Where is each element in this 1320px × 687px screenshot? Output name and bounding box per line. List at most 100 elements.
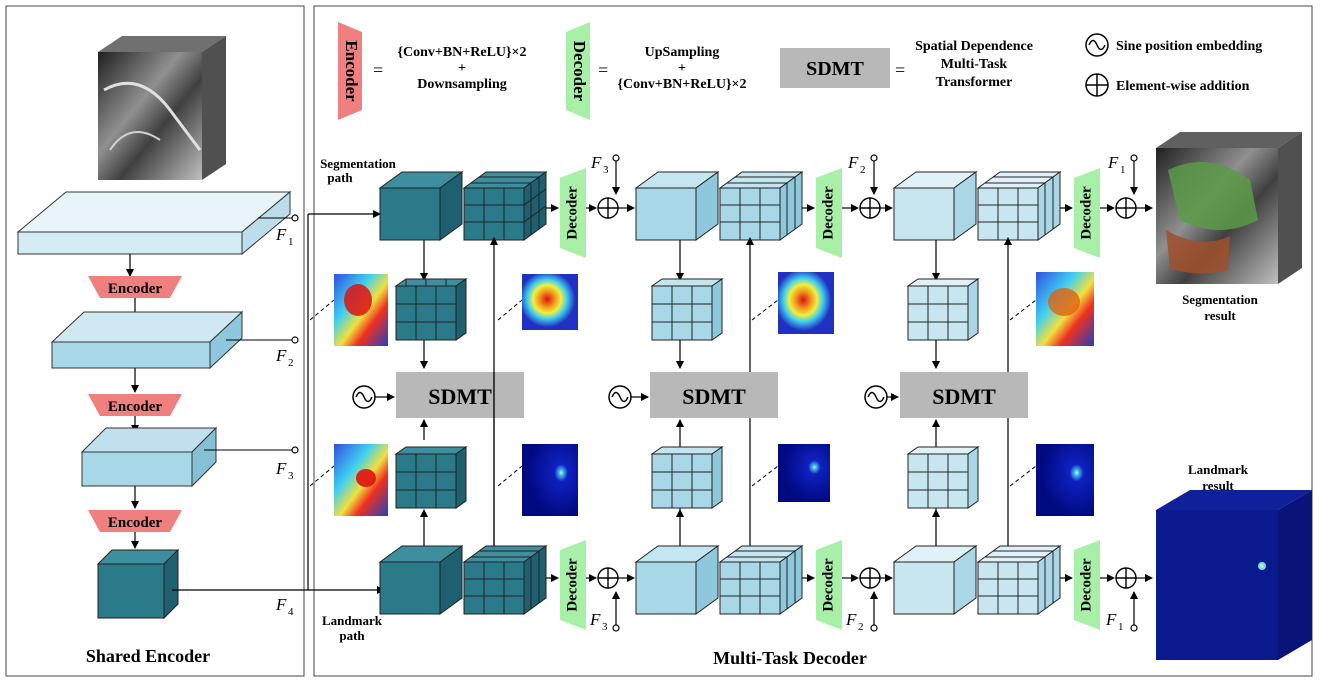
feature-F3: F — [275, 459, 287, 478]
sine-icon-stage-2 — [608, 385, 632, 409]
encoder-block-2-label: Encoder — [108, 399, 163, 415]
seg-path-label-1: Segmentation — [320, 156, 397, 171]
encoder-block-1-label: Encoder — [108, 281, 163, 297]
sine-icon — [1085, 33, 1109, 57]
lmk-result-label-1: Landmark — [1188, 462, 1249, 477]
lmk-path-label-1: Landmark — [322, 613, 383, 628]
seg-cube-stage-3 — [892, 171, 978, 241]
lmk-grid-cube-stage-3 — [976, 545, 1062, 615]
legend-sdmt-eq2: Multi-Task — [941, 57, 1008, 72]
decoder-block-bottom-2 — [816, 540, 842, 630]
small-cubes-bottom-stage-2 — [650, 446, 724, 509]
seg-grid-cube-stage-2 — [718, 171, 804, 241]
lmk-cube-stage-3 — [892, 545, 978, 615]
legend-sdmt-eq3: Transformer — [936, 75, 1013, 90]
top-F-1-sub: 3 — [603, 164, 609, 176]
small-cubes-bottom-stage-3 — [906, 446, 980, 509]
feature-F1: F — [275, 225, 287, 244]
sine-icon-stage-1 — [352, 385, 376, 409]
add-icon-bottom-1 — [597, 567, 619, 589]
decoder-block-top-1-label: Decoder — [564, 186, 580, 240]
sdmt-block-stage-1-label: SDMT — [428, 384, 492, 409]
seg-result-label-1: Segmentation — [1182, 292, 1259, 307]
heatmap-lmk-stage-3 — [1036, 444, 1094, 516]
top-F-2-sub: 2 — [860, 164, 866, 176]
top-F-3: F — [1107, 153, 1119, 172]
multi-task-decoder-title: Multi-Task Decoder — [713, 648, 867, 668]
seg-cube-stage-2 — [634, 171, 720, 241]
seg-cube-stage-1 — [378, 171, 464, 241]
decoder-block-bottom-1-label: Decoder — [564, 558, 580, 612]
encoder-cube-4 — [96, 548, 180, 620]
bottom-F-3-sub: 1 — [1118, 621, 1124, 633]
add-icon-top-3 — [1115, 197, 1137, 219]
shared-encoder-title: Shared Encoder — [86, 646, 210, 666]
feature-F2-sub: 2 — [288, 357, 294, 369]
legend-sdmt-block — [780, 48, 890, 88]
top-F-1: F — [590, 153, 602, 172]
legend-encoder-eq1: {Conv+BN+ReLU}×2 — [397, 45, 526, 60]
legend-add-label: Element-wise addition — [1116, 79, 1250, 94]
sine-icon-stage-3 — [864, 385, 888, 409]
decoder-block-top-2 — [816, 168, 842, 258]
add-icon-bottom-3 — [1115, 567, 1137, 589]
decoder-block-bottom-2-label: Decoder — [820, 558, 836, 612]
heatmap-seg-stage-1-right — [522, 274, 578, 330]
decoder-block-top-1 — [560, 168, 586, 258]
legend-equals-1: = — [373, 60, 383, 80]
bottom-F-2: F — [845, 610, 857, 629]
add-icon — [1085, 73, 1109, 97]
decoder-block-bottom-3 — [1074, 540, 1100, 630]
sdmt-block-stage-2-label: SDMT — [682, 384, 746, 409]
seg-grid-cube-stage-3 — [976, 171, 1062, 241]
segmentation-result-cube — [1156, 132, 1302, 284]
legend-equals-3: = — [895, 60, 905, 80]
add-icon-top-1 — [597, 197, 619, 219]
decoder-block-top-3 — [1074, 168, 1100, 258]
legend-decoder-eq1: UpSampling — [645, 45, 720, 60]
lmk-cube-stage-2 — [634, 545, 720, 615]
input-mri-cube — [98, 36, 226, 180]
feature-F3-sub: 3 — [288, 470, 294, 482]
lmk-path-label-2: path — [339, 628, 365, 643]
legend-sdmt-eq1: Spatial Dependence — [915, 39, 1033, 54]
legend-sdmt-label: SDMT — [806, 58, 864, 80]
feature-F2: F — [275, 346, 287, 365]
lmk-result-label-2: result — [1202, 478, 1234, 493]
seg-grid-cube-stage-1 — [462, 171, 548, 241]
heatmap-lmk-stage-2 — [778, 444, 830, 502]
sdmt-block-stage-3 — [900, 372, 1028, 418]
decoder-block-top-3-label: Decoder — [1078, 186, 1094, 240]
encoder-block-3 — [88, 510, 182, 532]
legend: Encoder = {Conv+BN+ReLU}×2 + Downsamplin… — [338, 22, 1262, 120]
multi-task-decoder: Segmentation path Landmark path Decoder — [309, 132, 1312, 668]
small-cubes-top-stage-2 — [650, 278, 724, 341]
encoder-slab-1 — [16, 190, 292, 256]
encoder-block-1 — [88, 276, 182, 298]
small-cubes-top-stage-1 — [394, 278, 468, 341]
add-icon-top-2 — [859, 197, 881, 219]
lmk-grid-cube-stage-1 — [462, 545, 548, 615]
landmark-result-cube — [1156, 490, 1312, 660]
legend-decoder-eq3: {Conv+BN+ReLU}×2 — [617, 77, 746, 92]
decoder-block-bottom-1 — [560, 540, 586, 630]
legend-sine-label: Sine position embedding — [1116, 39, 1262, 54]
encoder-block-3-label: Encoder — [108, 515, 163, 531]
bottom-F-1-sub: 3 — [602, 621, 608, 633]
bottom-F-1: F — [589, 610, 601, 629]
legend-decoder-eq2: + — [678, 61, 686, 76]
feature-F1-sub: 1 — [288, 236, 294, 248]
legend-encoder-eq2: + — [458, 61, 466, 76]
lmk-cube-stage-1 — [378, 545, 464, 615]
sdmt-block-stage-2 — [650, 372, 778, 418]
sdmt-block-stage-3-label: SDMT — [932, 384, 996, 409]
feature-F4-sub: 4 — [288, 606, 294, 618]
lmk-grid-cube-stage-2 — [718, 545, 804, 615]
small-cubes-bottom-stage-1 — [394, 446, 468, 509]
encoder-slab-3 — [80, 426, 218, 488]
legend-encoder-label: Encoder — [342, 40, 361, 102]
legend-decoder-label: Decoder — [570, 41, 589, 102]
sdmt-block-stage-1 — [396, 372, 524, 418]
